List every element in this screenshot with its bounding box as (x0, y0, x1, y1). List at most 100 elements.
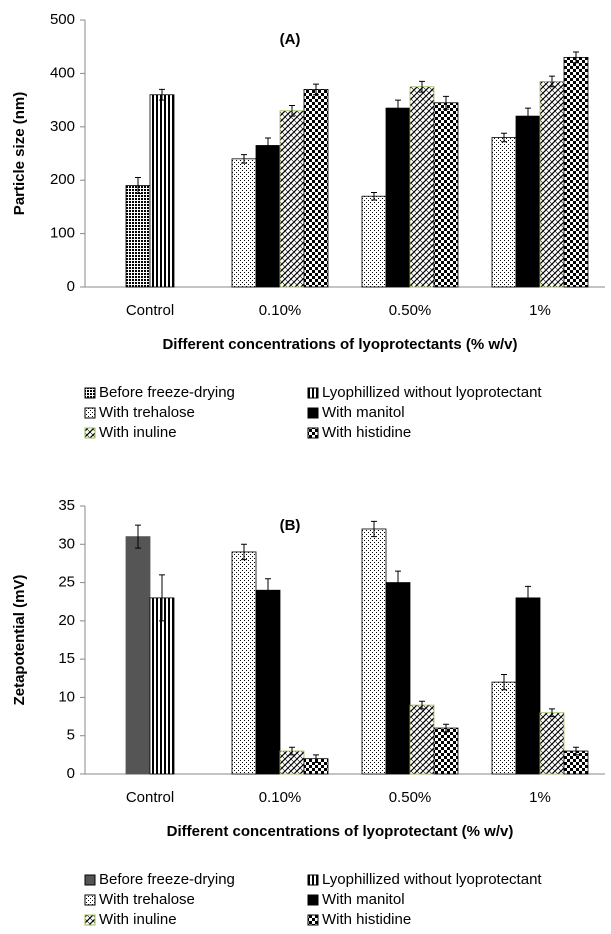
error-bar (443, 95, 449, 110)
x-tick-label: 1% (529, 789, 551, 806)
legend-swatch (84, 874, 96, 886)
legend-swatch (307, 914, 319, 926)
chart-title: (A) (280, 31, 301, 48)
y-tick-label: 200 (50, 171, 75, 188)
error-bar (241, 543, 247, 561)
error-bar (549, 75, 555, 88)
error-bar (159, 574, 165, 622)
x-tick-label: Control (126, 302, 174, 319)
bar (491, 137, 517, 288)
legend-label: With histidine (322, 424, 411, 441)
x-axis-title: Different concentrations of lyoprotectan… (162, 336, 517, 353)
legend-swatch (84, 894, 96, 906)
legend-label: Before freeze-drying (99, 384, 235, 401)
legend-swatch (84, 387, 96, 399)
legend-label: With inuline (99, 424, 177, 441)
error-bar (419, 80, 425, 93)
x-axis-title: Different concentrations of lyoprotectan… (167, 823, 514, 840)
bar (563, 56, 589, 288)
legend-label: Before freeze-drying (99, 871, 235, 888)
error-bar (525, 585, 531, 610)
legend-label: With trehalose (99, 404, 195, 421)
chart-title: (B) (280, 517, 301, 534)
legend-label: With manitol (322, 404, 405, 421)
error-bar (265, 137, 271, 154)
bar (539, 81, 565, 288)
error-bar (313, 754, 319, 764)
error-bar (525, 107, 531, 125)
error-bar (135, 177, 141, 195)
legend-swatch (307, 874, 319, 886)
y-tick-label: 5 (67, 727, 75, 744)
bar (125, 185, 151, 288)
error-bar (395, 570, 401, 595)
error-bar (501, 132, 507, 143)
bar (409, 704, 435, 775)
error-bar (289, 746, 295, 756)
legend-swatch (84, 407, 96, 419)
bar (231, 158, 257, 288)
bar (539, 712, 565, 775)
legend-label: Lyophillized without lyoprotectant (322, 871, 542, 888)
y-tick-label: 100 (50, 225, 75, 242)
error-bar (501, 673, 507, 691)
error-bar (313, 83, 319, 96)
legend-swatch (84, 427, 96, 439)
legend-swatch (307, 407, 319, 419)
bar (409, 86, 435, 288)
error-bar (159, 88, 165, 101)
legend-label: Lyophillized without lyoprotectant (322, 384, 542, 401)
bar (303, 89, 329, 288)
y-tick-label: 20 (58, 612, 75, 629)
error-bar (443, 723, 449, 733)
legend-swatch (307, 894, 319, 906)
bar (255, 589, 281, 775)
y-tick-label: 0 (67, 765, 75, 782)
bar (255, 145, 281, 288)
legend-swatch (307, 387, 319, 399)
error-bar (395, 99, 401, 117)
bar (279, 110, 305, 288)
bar (361, 195, 387, 288)
x-tick-label: 0.10% (259, 302, 302, 319)
error-bar (371, 520, 377, 538)
y-tick-label: 10 (58, 688, 75, 705)
bar (149, 597, 175, 775)
bar (385, 107, 411, 288)
error-bar (371, 191, 377, 201)
bar (491, 681, 517, 775)
y-tick-label: 400 (50, 64, 75, 81)
bar (433, 102, 459, 288)
x-tick-label: 0.50% (389, 789, 432, 806)
bar (433, 727, 459, 775)
error-bar (573, 746, 579, 756)
y-tick-label: 25 (58, 574, 75, 591)
legend-swatch (84, 914, 96, 926)
y-tick-label: 500 (50, 11, 75, 28)
legend-label: With trehalose (99, 891, 195, 908)
x-tick-label: 1% (529, 302, 551, 319)
legend-swatch (307, 427, 319, 439)
y-tick-label: 30 (58, 535, 75, 552)
error-bar (573, 51, 579, 64)
bar (149, 94, 175, 288)
bar (125, 536, 151, 775)
x-tick-label: 0.50% (389, 302, 432, 319)
bar (231, 551, 257, 775)
bar (515, 115, 541, 288)
legend-label: With inuline (99, 911, 177, 928)
y-tick-label: 35 (58, 497, 75, 514)
legend-label: With histidine (322, 911, 411, 928)
y-axis-title: Zetapotential (mV) (11, 575, 28, 706)
y-tick-label: 0 (67, 278, 75, 295)
bar (515, 597, 541, 775)
error-bar (135, 524, 141, 549)
bar (385, 582, 411, 775)
y-tick-label: 15 (58, 650, 75, 667)
error-bar (241, 154, 247, 164)
error-bar (265, 578, 271, 603)
error-bar (289, 104, 295, 117)
y-axis-title: Particle size (nm) (11, 92, 28, 215)
x-tick-label: Control (126, 789, 174, 806)
